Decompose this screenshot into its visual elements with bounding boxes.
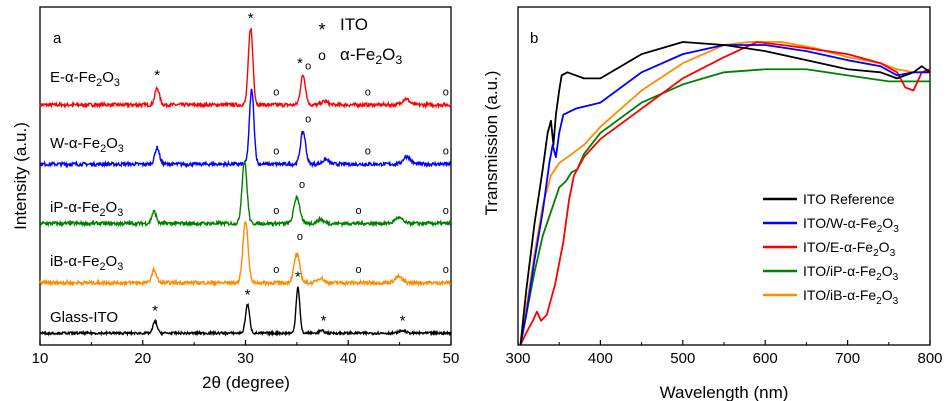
panel-b: b ITO Reference ITO/W-α-Fe2O3 ITO/E-α-Fe2O… xyxy=(482,6,943,401)
xrd-series-e-fe-o xyxy=(39,27,452,110)
panel-b-series-layer xyxy=(519,41,931,346)
xrd-series-glass-ito xyxy=(39,286,452,337)
xrd-series-ib-fe-o xyxy=(39,221,452,288)
series-label-w-fe-o: W-α-Fe2O3 xyxy=(50,135,124,155)
panel-a-legend: * ITO o α-Fe2O3 xyxy=(318,15,402,67)
panel-a-x-axis-label: 2θ (degree) xyxy=(202,373,290,392)
panel-a-letter: a xyxy=(53,30,62,47)
fe2o3-peak-marker: o xyxy=(305,60,311,72)
legend-label-ito-w-fe-o: ITO/W-α-Fe2O3 xyxy=(803,215,899,235)
ito-peak-marker: * xyxy=(248,10,254,27)
panel-a: a *** oo o ooo o ooo o ooo o o**** * E-α-Fe2O3W-α-… xyxy=(11,6,460,392)
xrd-series-w-fe-o xyxy=(39,88,452,169)
panel-a-x-axis: 10 20 30 40 50 xyxy=(32,340,460,367)
ito-peak-marker: * xyxy=(245,286,251,303)
legend-symbol-circle: o xyxy=(318,47,326,63)
legend-label-ito-ib-fe-o: ITO/iB-α-Fe2O3 xyxy=(803,287,899,307)
ito-peak-marker: * xyxy=(295,269,301,286)
legend-label-ito-reference: ITO Reference xyxy=(803,191,895,207)
transmission-series-ito-ip-fe-o xyxy=(519,68,930,346)
fe2o3-peak-marker: o xyxy=(365,86,371,98)
x-tick-label: 500 xyxy=(670,350,695,367)
legend-label-ito-e-fe-o: ITO/E-α-Fe2O3 xyxy=(803,239,896,259)
legend-label-fe-o: α-Fe2O3 xyxy=(340,45,402,67)
x-tick-label: 10 xyxy=(32,350,49,367)
fe2o3-peak-marker: o xyxy=(273,264,279,276)
legend-symbol-star: * xyxy=(318,20,325,40)
panel-b-legend: ITO Reference ITO/W-α-Fe2O3 ITO/E-α-Fe2O3 I… xyxy=(763,191,899,307)
fe2o3-peak-marker: o xyxy=(273,146,279,158)
xrd-series-ip-fe-o xyxy=(39,160,452,228)
fe2o3-peak-marker: o xyxy=(443,264,449,276)
panel-b-y-axis-label: Transmission (a.u.) xyxy=(482,71,501,216)
ito-peak-marker: * xyxy=(297,55,303,72)
x-tick-label: 300 xyxy=(505,350,530,367)
fe2o3-peak-marker: o xyxy=(365,146,371,158)
fe2o3-peak-marker: o xyxy=(355,205,361,217)
x-tick-label: 50 xyxy=(443,350,460,367)
panel-b-x-axis: 300 400 500 600 700 800 xyxy=(505,340,943,367)
fe2o3-peak-marker: o xyxy=(273,86,279,98)
x-tick-label: 40 xyxy=(340,350,357,367)
panel-a-series-labels: E-α-Fe2O3 W-α-Fe2O3 iP-α-Fe2O3 iB-α-Fe2O3 Gl… xyxy=(50,69,124,326)
fe2o3-peak-marker: o xyxy=(443,146,449,158)
fe2o3-peak-marker: o xyxy=(443,205,449,217)
ito-peak-marker: * xyxy=(154,67,160,84)
x-tick-label: 800 xyxy=(917,350,942,367)
series-label-glass-ito: Glass-ITO xyxy=(50,309,118,326)
legend-label-ito-ip-fe-o: ITO/iP-α-Fe2O3 xyxy=(803,263,899,283)
fe2o3-peak-marker: o xyxy=(297,231,303,243)
panel-a-y-axis-label: Intensity (a.u.) xyxy=(11,122,30,230)
ito-peak-marker: * xyxy=(152,302,158,319)
fe2o3-peak-marker: o xyxy=(299,179,305,191)
panel-b-x-axis-label: Wavelength (nm) xyxy=(660,383,789,401)
legend-label-ito: ITO xyxy=(340,15,368,34)
series-label-ib-fe-o: iB-α-Fe2O3 xyxy=(50,253,123,273)
x-tick-label: 400 xyxy=(588,350,613,367)
fe2o3-peak-marker: o xyxy=(443,86,449,98)
panel-a-markers-layer: *** oo o ooo o ooo o ooo o o**** * xyxy=(152,10,449,329)
transmission-series-ito-reference xyxy=(519,41,931,346)
x-tick-label: 30 xyxy=(237,350,254,367)
fe2o3-peak-marker: o xyxy=(305,114,311,126)
x-tick-label: 700 xyxy=(835,350,860,367)
fe2o3-peak-marker: o xyxy=(355,264,361,276)
series-label-e-fe-o: E-α-Fe2O3 xyxy=(50,69,120,89)
transmission-series-ito-e-fe-o xyxy=(519,41,931,346)
panel-a-series-layer xyxy=(39,27,452,337)
fe2o3-peak-marker: o xyxy=(273,205,279,217)
ito-peak-marker: * xyxy=(321,312,327,329)
x-tick-label: 20 xyxy=(134,350,151,367)
x-tick-label: 600 xyxy=(753,350,778,367)
panel-b-letter: b xyxy=(530,30,538,47)
series-label-ip-fe-o: iP-α-Fe2O3 xyxy=(50,199,123,219)
ito-peak-marker: * xyxy=(400,312,406,329)
transmission-series-ito-w-fe-o xyxy=(519,44,930,346)
